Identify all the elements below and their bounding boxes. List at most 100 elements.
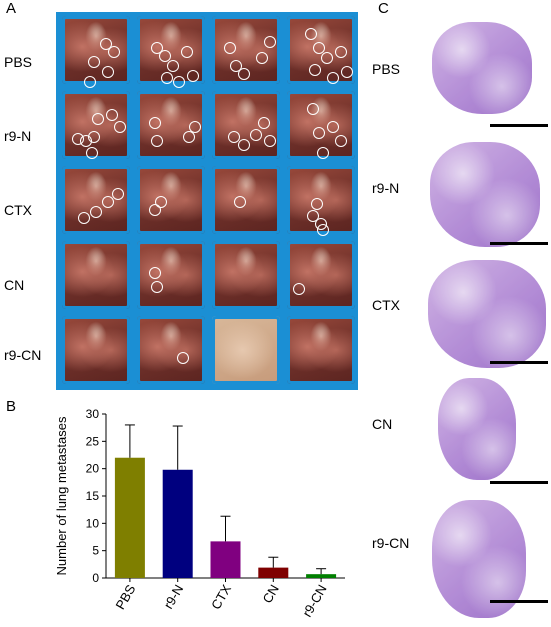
metastasis-marker [250,129,262,141]
bar [210,541,241,578]
metastasis-marker [149,117,161,129]
x-tick-label: r9-CN [299,582,329,620]
metastasis-marker [256,52,268,64]
x-tick-label: CN [260,582,282,606]
bar [114,457,145,578]
histology-label-cn: CN [372,416,393,432]
metastasis-marker [108,46,120,58]
metastasis-marker [264,135,276,147]
metastasis-marker [327,72,339,84]
lung-photo-tile [287,166,355,236]
metastasis-marker [151,135,163,147]
x-tick-label: PBS [112,582,138,612]
lung-photo-tile [287,16,355,84]
lung-photo-tile [287,241,355,309]
metastasis-marker [311,198,323,210]
metastasis-marker [90,206,102,218]
x-tick-label: CTX [208,582,234,612]
lung-photo-tile [212,316,280,384]
row-label-cn: CN [4,277,25,293]
metastasis-marker [335,46,347,58]
metastasis-marker [309,64,321,76]
lung-photo-tile [137,241,205,309]
metastasis-marker [234,196,246,208]
metastasis-marker [317,147,329,159]
metastasis-marker [151,42,163,54]
histology-label-ctx: CTX [372,297,400,313]
metastasis-marker [161,72,173,84]
metastasis-marker [106,109,118,121]
y-tick-label: 0 [92,571,99,585]
row-label-r9cn: r9-CN [4,347,42,363]
metastasis-marker [327,121,339,133]
panel-label-c: C [378,0,389,17]
histology-section-pbs [432,22,532,114]
y-tick-label: 30 [86,407,100,421]
metastasis-marker [84,76,96,88]
lung-photo-tile [137,16,205,88]
lung-photo-tile [137,316,205,384]
metastasis-marker [189,121,201,133]
histology-label-pbs: PBS [372,61,401,77]
metastasis-marker [305,28,317,40]
panel-label-b: B [6,398,17,415]
metastasis-marker [187,70,199,82]
lung-photo-tile [137,91,205,159]
metastasis-marker [159,50,171,62]
metastasis-marker [317,224,329,236]
histology-section-cn [438,378,516,480]
metastasis-marker [102,66,114,78]
row-label-r9n: r9-N [4,128,32,144]
lung-photo-tile [62,166,130,234]
metastasis-marker [177,352,189,364]
scale-bar-ctx [490,361,548,364]
lung-photo-tile [212,166,280,234]
y-tick-label: 20 [86,462,100,476]
metastasis-marker [88,56,100,68]
scale-bar-cn [490,481,548,484]
metastasis-marker [238,139,250,151]
histology-label-r9cn: r9-CN [372,535,410,551]
bar [162,469,193,578]
row-label-ctx: CTX [4,202,32,218]
histology-section-r9cn [432,500,526,618]
lung-photo-tile [62,91,130,159]
metastasis-marker [112,188,124,200]
metastasis-marker [224,42,236,54]
metastasis-marker [102,196,114,208]
metastasis-marker [307,210,319,222]
lung-photo-tile [137,166,205,234]
metastasis-marker [86,147,98,159]
metastasis-marker [293,283,305,295]
metastasis-marker [149,267,161,279]
histology-section-r9n [430,142,540,247]
metastases-bar-chart: Number of lung metastases 0 5 10 15 20 25 30 PB… [54,407,345,620]
x-tick-label: r9-N [161,582,187,611]
lung-photo-tile [62,316,130,384]
scale-bar-r9n [490,242,548,245]
lung-photo-tile [212,16,280,84]
metastasis-marker [183,131,195,143]
metastasis-marker [92,113,104,125]
metastasis-marker [230,60,242,72]
metastasis-marker [313,127,325,139]
lung-photo-tile [212,241,280,309]
histology-section-ctx [428,260,546,368]
metastasis-marker [335,135,347,147]
y-tick-label: 25 [86,434,100,448]
y-axis-label: Number of lung metastases [54,416,69,575]
scale-bar-r9cn [490,600,548,603]
bar [306,574,337,578]
metastasis-marker [114,121,126,133]
panel-label-a: A [6,0,17,17]
metastasis-marker [151,281,163,293]
metastasis-marker [173,76,185,88]
metastasis-marker [155,196,167,208]
metastasis-marker [313,42,325,54]
metastasis-marker [228,131,240,143]
metastasis-marker [100,38,112,50]
row-label-pbs: PBS [4,54,33,70]
y-tick-label: 15 [86,489,100,503]
metastasis-marker [78,212,90,224]
metastasis-marker [264,36,276,48]
